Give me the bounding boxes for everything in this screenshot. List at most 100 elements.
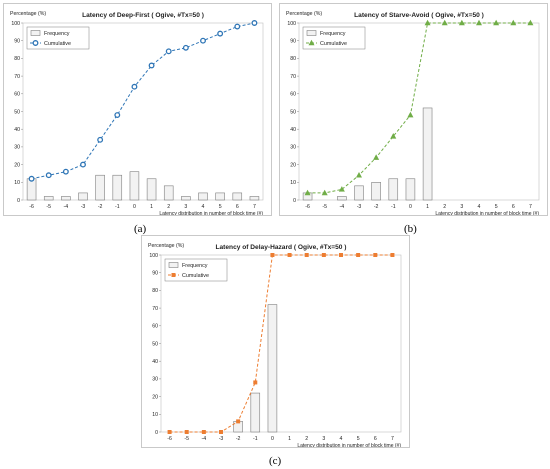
x-tick-label: 1	[150, 204, 153, 210]
x-tick-label: 0	[133, 204, 136, 210]
point-cumulative	[114, 112, 121, 118]
point-cumulative	[217, 30, 224, 37]
line-cumulative	[31, 22, 255, 180]
y-tick-label: 50	[14, 109, 20, 115]
x-tick-label: 6	[236, 204, 239, 210]
x-tick-label: 2	[443, 204, 446, 210]
plot-area	[160, 254, 402, 433]
x-tick-label: 1	[426, 204, 429, 210]
bar-frequency	[129, 171, 140, 201]
x-tick-label: -2	[98, 204, 103, 210]
y-tick-label: 10	[290, 180, 296, 186]
y-tick-label: 0	[17, 198, 20, 204]
legend-box	[302, 26, 366, 50]
point-cumulative	[45, 172, 52, 179]
x-tick-label: 5	[219, 204, 222, 210]
point-cumulative	[493, 19, 500, 26]
x-tick-label: -5	[184, 436, 189, 442]
point-cumulative	[28, 175, 35, 182]
point-cumulative	[304, 253, 309, 257]
bar-frequency	[146, 178, 157, 201]
y-tick-label: 40	[14, 127, 20, 133]
chart-panel-b: Percentage (%) Latency of Starve-Avoid ( …	[279, 3, 548, 216]
y-tick-label: 100	[149, 253, 158, 259]
y-tick-label: 20	[290, 162, 296, 168]
legend-swatch-frequency	[168, 262, 179, 268]
y-tick-label: 40	[290, 127, 296, 133]
point-cumulative	[321, 253, 326, 257]
y-tick-label: 0	[155, 430, 158, 436]
point-cumulative	[338, 186, 345, 192]
bar-frequency	[26, 178, 37, 201]
point-cumulative	[219, 430, 223, 434]
bar-frequency	[405, 178, 416, 201]
x-tick-label: 0	[409, 204, 412, 210]
point-cumulative	[304, 189, 311, 196]
y-tick-label: 50	[152, 341, 158, 347]
x-tick-label: -3	[81, 204, 86, 210]
bar-frequency	[337, 196, 347, 201]
bar-frequency	[215, 192, 225, 201]
caption-b: (b)	[404, 223, 417, 235]
x-tick-label: 0	[271, 436, 274, 442]
y-tick-label: 70	[14, 74, 20, 80]
legend-label-cumulative: Cumulative	[44, 41, 71, 47]
x-tick-label: 3	[322, 436, 325, 442]
y-tick-label: 80	[152, 288, 158, 294]
y-tick-label: 50	[290, 109, 296, 115]
x-tick-label: -2	[374, 204, 379, 210]
x-tick-label: 7	[529, 204, 532, 210]
y-axis-label: Percentage (%)	[10, 11, 46, 17]
x-tick-label: -1	[115, 204, 120, 210]
x-tick-label: -5	[322, 204, 327, 210]
chart-title: Latency of Deep-First ( Ogive, #Tx=50 )	[82, 12, 204, 19]
point-cumulative	[390, 253, 395, 257]
point-cumulative	[234, 23, 241, 30]
point-cumulative	[373, 253, 378, 257]
point-cumulative	[356, 253, 361, 257]
x-tick-label: 1	[288, 436, 291, 442]
bar-frequency	[61, 196, 71, 201]
x-tick-label: 3	[460, 204, 463, 210]
x-tick-label: -4	[340, 204, 345, 210]
x-tick-label: 6	[374, 436, 377, 442]
x-tick-label: -6	[305, 204, 310, 210]
x-tick-label: 3	[184, 204, 187, 210]
y-tick-label: 20	[14, 162, 20, 168]
x-tick-label: -3	[219, 436, 224, 442]
y-tick-label: 100	[287, 21, 296, 27]
y-tick-label: 60	[14, 92, 20, 98]
y-tick-label: 0	[293, 198, 296, 204]
x-tick-label: -3	[357, 204, 362, 210]
chart-a: Percentage (%) Latency of Deep-First ( Og…	[10, 11, 263, 215]
point-cumulative	[184, 430, 189, 434]
x-tick-label: -4	[202, 436, 207, 442]
y-tick-label: 30	[14, 145, 20, 151]
x-tick-label: 4	[202, 204, 205, 210]
point-cumulative	[200, 37, 206, 44]
bar-frequency	[267, 304, 278, 433]
bar-frequency	[43, 196, 54, 201]
chart-title: Latency of Starve-Avoid ( Ogive, #Tx=50 …	[354, 12, 484, 19]
x-tick-label: 4	[478, 204, 481, 210]
legend-label-frequency: Frequency	[182, 263, 208, 269]
point-cumulative	[527, 19, 534, 26]
bar-frequency	[198, 192, 208, 201]
caption-a: (a)	[134, 223, 147, 235]
point-cumulative	[441, 19, 448, 26]
point-cumulative	[201, 430, 206, 434]
bar-frequency	[422, 107, 433, 201]
x-tick-label: -1	[253, 436, 258, 442]
point-cumulative	[131, 83, 138, 90]
x-tick-label: 2	[167, 204, 170, 210]
bar-frequency	[181, 196, 191, 201]
bar-frequency	[250, 392, 261, 433]
chart-title: Latency of Delay-Hazard ( Ogive, #Tx=50 …	[215, 244, 346, 251]
bar-frequency	[163, 185, 174, 201]
point-cumulative	[251, 20, 258, 26]
legend-label-cumulative: Cumulative	[320, 41, 347, 47]
y-tick-label: 90	[14, 39, 20, 45]
y-tick-label: 40	[152, 359, 158, 365]
y-tick-label: 10	[152, 412, 158, 418]
x-tick-label: -5	[46, 204, 51, 210]
